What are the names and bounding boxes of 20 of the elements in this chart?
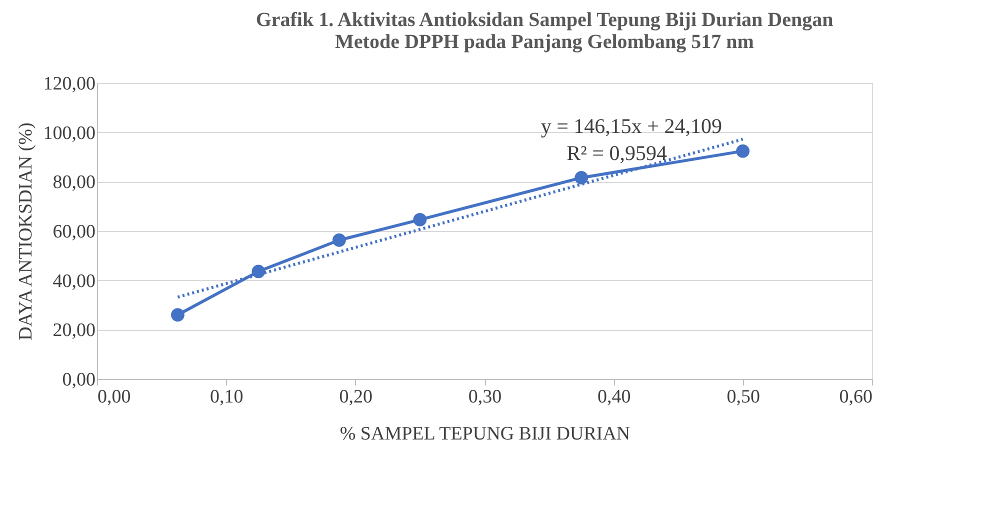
x-axis-title: % SAMPEL TEPUNG BIJI DURIAN [340,424,630,444]
y-tick-label: 0,00 [62,370,96,390]
y-tick-label: 100,00 [43,122,96,144]
text: Metode DPPH pada Panjang Gelombang 517 nm [335,31,754,53]
x-tick-label: 0,40 [598,386,631,408]
y-tick-label: 120,00 [43,74,96,94]
x-tick-label: 0,60 [839,386,872,408]
x-tick-label: 0,30 [468,386,502,408]
annotation: y = 146,15x + 24,109 [540,114,722,138]
y-tick-label: 60,00 [52,222,96,242]
y-axis-title: DAYA ANTIOKSDIAN (%) [15,122,36,340]
x-tick-label: 0,50 [726,386,760,408]
x-tick-label: 0,00 [98,386,131,408]
text: Grafik 1. Aktivitas Antioksidan Sampel Tepung Biji Durian Dengan [256,9,834,31]
y-tick-label: 80,00 [52,172,96,194]
y-tick-label: 20,00 [52,320,96,342]
x-tick-label: 0,20 [339,386,372,408]
x-tick-label: 0,10 [210,386,244,408]
y-tick-label: 40,00 [52,270,96,292]
annotation: R² = 0,9594 [566,141,668,165]
